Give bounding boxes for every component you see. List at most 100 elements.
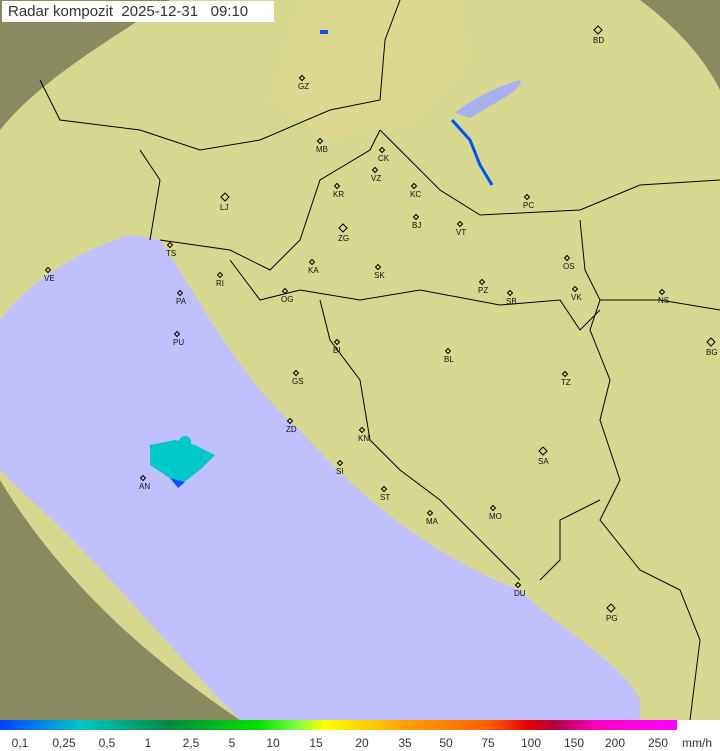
legend-tick: 20 xyxy=(355,736,369,750)
legend-tick: 0,5 xyxy=(98,736,116,750)
city-marker xyxy=(538,446,548,456)
city-label-zd: ZD xyxy=(286,425,297,434)
city-label-vz: VZ xyxy=(371,174,381,183)
city-marker xyxy=(506,289,514,297)
city-marker xyxy=(220,192,230,202)
borders xyxy=(39,0,720,720)
city-label-pg: PG xyxy=(606,614,618,623)
city-marker xyxy=(412,213,420,221)
city-label-tz: TZ xyxy=(561,378,571,387)
city-marker xyxy=(444,347,452,355)
legend-tick: 2,5 xyxy=(182,736,200,750)
city-label-gz: GZ xyxy=(298,82,309,91)
city-label-ns: NS xyxy=(658,296,669,305)
city-label-ri: RI xyxy=(216,279,224,288)
city-marker xyxy=(333,338,341,346)
city-marker xyxy=(176,289,184,297)
adriatic-sea xyxy=(0,235,640,720)
city-label-st: ST xyxy=(380,493,390,502)
legend-tick: 50 xyxy=(439,736,453,750)
city-marker xyxy=(338,223,348,233)
city-label-vt: VT xyxy=(456,228,466,237)
city-label-bd: BD xyxy=(593,36,604,45)
city-label-gs: GS xyxy=(292,377,304,386)
legend-tick: 0,25 xyxy=(52,736,76,750)
city-marker xyxy=(308,258,316,266)
city-marker xyxy=(410,182,418,190)
city-marker xyxy=(316,137,324,145)
lake-balaton xyxy=(455,80,521,118)
city-marker xyxy=(523,193,531,201)
city-marker xyxy=(380,485,388,493)
city-marker xyxy=(593,25,603,35)
legend-tick: 1 xyxy=(144,736,152,750)
city-label-os: OS xyxy=(563,262,575,271)
legend-tick: 0,1 xyxy=(11,736,29,750)
city-label-kn: KN xyxy=(358,434,369,443)
city-marker xyxy=(561,370,569,378)
city-label-pu: PU xyxy=(173,338,184,347)
city-label-si: SI xyxy=(336,467,344,476)
city-label-mb: MB xyxy=(316,145,328,154)
city-marker xyxy=(514,581,522,589)
radar-echoes xyxy=(150,30,494,488)
city-label-zg: ZG xyxy=(338,234,349,243)
city-marker xyxy=(216,271,224,279)
legend-tick: 250 xyxy=(647,736,669,750)
city-label-bl: BL xyxy=(444,355,454,364)
city-markers: BD GZ MB CK VZ KR KC PC LJ TS ZG BJ VT VE RI KA SK OS PA OG… xyxy=(44,25,718,623)
legend-tick: 100 xyxy=(520,736,542,750)
city-label-pz: PZ xyxy=(478,286,488,295)
city-label-pa: PA xyxy=(176,297,187,306)
city-marker xyxy=(281,287,289,295)
map-title: Radar kompozit 2025-12-31 09:10 xyxy=(2,1,274,22)
city-marker xyxy=(336,459,344,467)
legend-tick: 15 xyxy=(309,736,323,750)
city-label-ts: TS xyxy=(166,249,176,258)
city-marker xyxy=(658,288,666,296)
radar-map[interactable]: BD GZ MB CK VZ KR KC PC LJ TS ZG BJ VT VE RI KA SK OS PA OG… xyxy=(0,0,720,720)
city-marker xyxy=(173,330,181,338)
precipitation-color-scale xyxy=(0,720,677,730)
legend-tick: 75 xyxy=(481,736,495,750)
city-marker xyxy=(378,146,386,154)
city-label-ma: MA xyxy=(426,517,439,526)
city-marker xyxy=(374,263,382,271)
legend-unit: mm/h xyxy=(682,736,712,750)
city-label-sk: SK xyxy=(374,271,385,280)
legend-tick: 200 xyxy=(604,736,626,750)
city-label-pc: PC xyxy=(523,201,534,210)
city-marker xyxy=(139,474,147,482)
city-label-an: AN xyxy=(139,482,150,491)
city-marker xyxy=(489,504,497,512)
city-marker xyxy=(298,74,306,82)
city-label-bi: BI xyxy=(333,346,341,355)
city-marker xyxy=(44,266,52,274)
city-marker xyxy=(571,285,579,293)
city-marker xyxy=(358,426,366,434)
city-label-og: OG xyxy=(281,295,293,304)
city-marker xyxy=(166,241,174,249)
legend-tick: 35 xyxy=(398,736,412,750)
legend-tick: 5 xyxy=(228,736,236,750)
legend-tick: 150 xyxy=(563,736,585,750)
city-label-mo: MO xyxy=(489,512,502,521)
city-marker xyxy=(478,278,486,286)
city-marker xyxy=(371,166,379,174)
city-marker xyxy=(456,220,464,228)
city-label-ve: VE xyxy=(44,274,55,283)
city-label-bg: BG xyxy=(706,348,718,357)
city-label-du: DU xyxy=(514,589,526,598)
city-label-kc: KC xyxy=(410,190,421,199)
city-label-lj: LJ xyxy=(220,203,228,212)
city-marker xyxy=(426,509,434,517)
city-marker xyxy=(286,417,294,425)
city-label-ck: CK xyxy=(378,154,390,163)
city-label-kr: KR xyxy=(333,190,344,199)
city-label-bj: BJ xyxy=(412,221,421,230)
city-marker xyxy=(333,182,341,190)
city-label-ka: KA xyxy=(308,266,319,275)
city-label-sb: SB xyxy=(506,297,517,306)
legend-tick: 10 xyxy=(266,736,280,750)
city-label-vk: VK xyxy=(571,293,582,302)
